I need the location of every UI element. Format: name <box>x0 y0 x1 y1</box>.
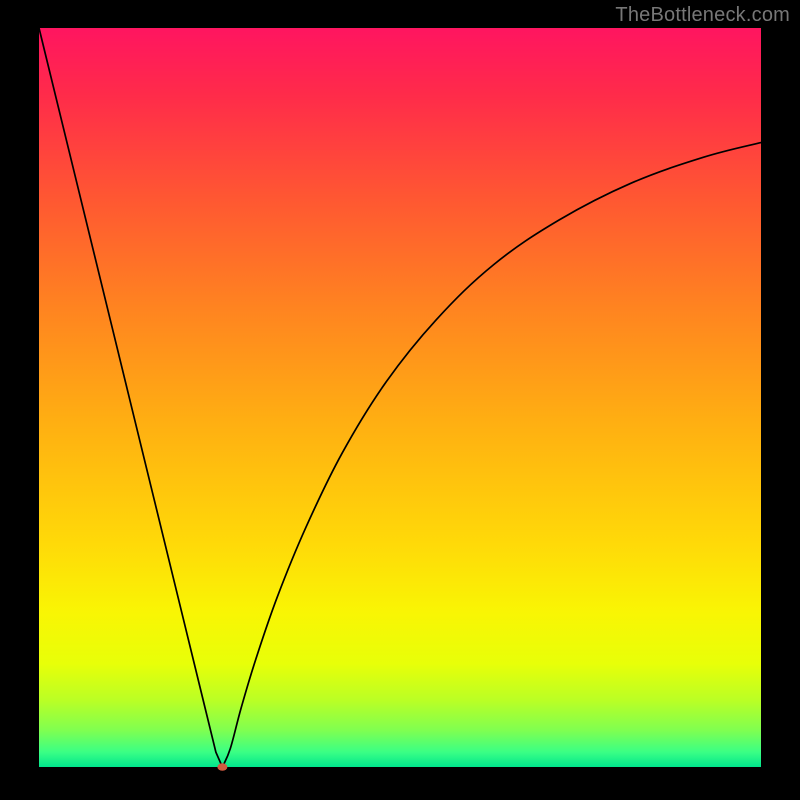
optimal-point-marker <box>217 763 227 771</box>
plot-background <box>39 28 761 767</box>
chart-container: TheBottleneck.com <box>0 0 800 800</box>
bottleneck-chart <box>0 0 800 800</box>
watermark-text: TheBottleneck.com <box>615 4 790 27</box>
